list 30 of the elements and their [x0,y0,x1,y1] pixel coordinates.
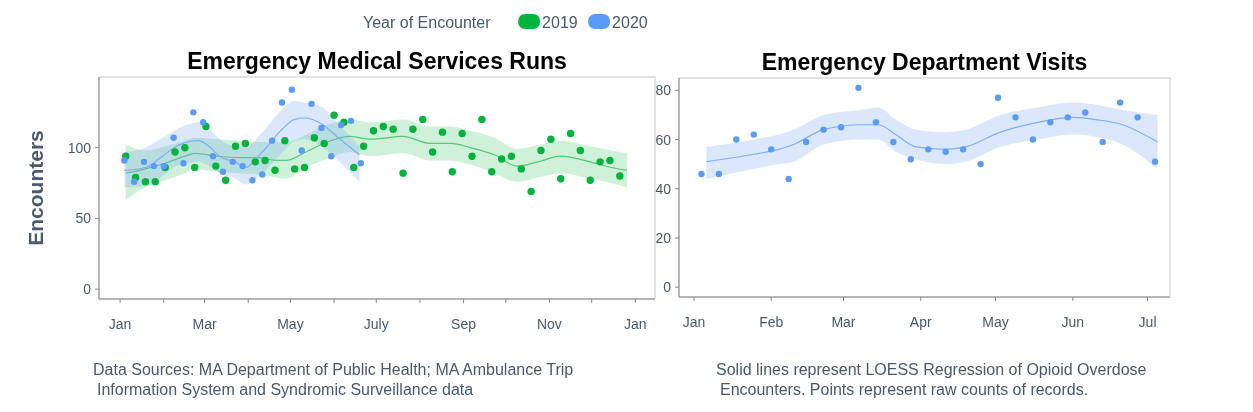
y-axis-title: Encounters [24,130,47,246]
x-tick-label: Jun [1061,314,1085,330]
x-tick-label: May [982,314,1009,330]
y-tick-label: 100 [67,139,92,156]
legend-label: 2020 [612,14,648,31]
y-tick-label: 60 [655,131,672,148]
chart-title: Emergency Department Visits [761,49,1088,75]
y-tick-label: 0 [83,281,92,298]
legend-title: Year of Encounter [363,14,492,31]
x-tick-label: Nov [536,316,562,332]
x-tick-label: Jul [1138,314,1157,330]
x-tick-label: Jan [682,314,706,330]
x-tick-label: Sep [451,316,477,332]
y-tick-label: 20 [655,229,672,246]
y-tick-label: 80 [655,82,672,99]
text: Solid lines represent LOESS Regression of Opioid Overdose Encounters. Points represent raw counts of records. [716,361,1147,398]
x-tick-label: July [363,316,389,332]
y-tick-label: 40 [655,180,672,197]
y-tick-label: 0 [663,279,672,296]
x-tick-label: Feb [759,314,784,330]
x-tick-label: Mar [192,316,217,332]
x-tick-label: Jan [624,316,647,332]
chart-title: Emergency Medical Services Runs [187,48,567,74]
x-tick-label: Jan [108,316,132,332]
y-tick-label: 50 [75,210,92,227]
text: Data Sources: MA Department of Public Health; MA Ambulance Trip Information System and Syndromic Surveillance data [93,361,574,398]
legend-label: 2019 [542,14,578,31]
x-tick-label: Apr [909,314,932,330]
x-tick-label: May [277,316,304,332]
x-tick-label: Mar [831,314,856,330]
